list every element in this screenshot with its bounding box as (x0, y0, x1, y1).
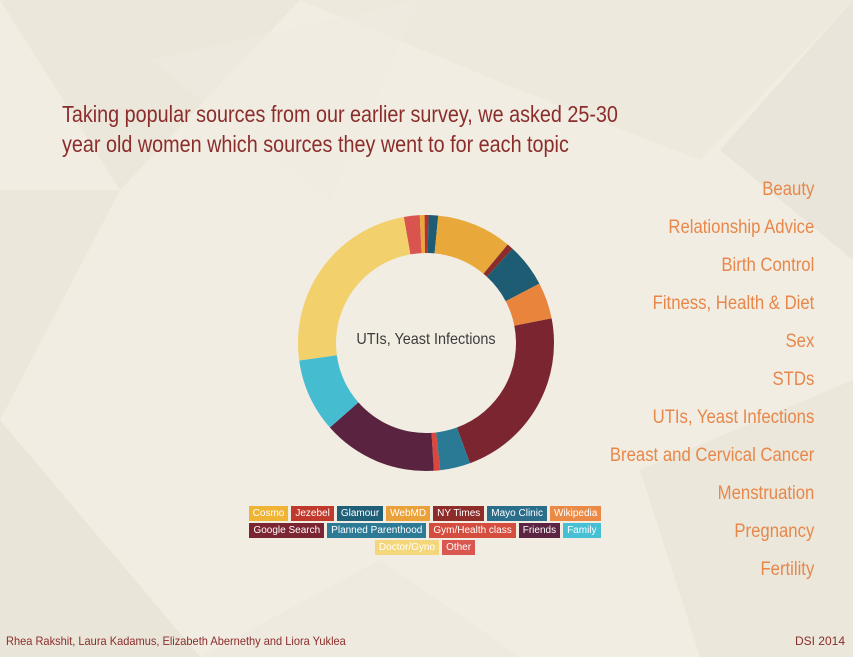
donut-slice-ny-times[interactable] (483, 244, 513, 277)
donut-slice-webmd[interactable] (434, 215, 508, 274)
legend-item-jezebel[interactable]: Jezebel (291, 506, 334, 521)
topic-relationship-advice[interactable]: Relationship Advice (668, 217, 814, 238)
donut-slice-family[interactable] (299, 355, 359, 428)
legend-row: Google Search Planned Parenthood Gym/Healt… (245, 523, 605, 538)
donut-slice-cosmo[interactable] (419, 215, 425, 254)
legend-item-wikipedia[interactable]: Wikipedia (549, 506, 602, 521)
chart-legend: Cosmo Jezebel Glamour WebMD NY Times Mayo Cli… (245, 506, 605, 557)
legend-item-friends[interactable]: Friends (518, 523, 561, 538)
topic-stds[interactable]: STDs (772, 369, 814, 390)
legend-item-webmd[interactable]: WebMD (386, 506, 431, 521)
topic-menstruation[interactable]: Menstruation (717, 483, 814, 504)
legend-item-doctor-gyno[interactable]: Doctor/Gyno (374, 540, 440, 555)
topic-pregnancy[interactable]: Pregnancy (734, 521, 814, 542)
topic-sex[interactable]: Sex (785, 331, 814, 352)
topic-beauty[interactable]: Beauty (761, 179, 814, 200)
chart-center-label: UTIs, Yeast Infections (356, 331, 496, 348)
topic-list: Beauty Relationship Advice Birth Control… (582, 176, 814, 594)
legend-item-other[interactable]: Other (442, 540, 476, 555)
topic-fitness-health-diet[interactable]: Fitness, Health & Diet (652, 293, 814, 314)
topic-fertility[interactable]: Fertility (760, 559, 814, 580)
legend-item-family[interactable]: Family (563, 523, 601, 538)
topic-breast-cervical-cancer[interactable]: Breast and Cervical Cancer (609, 445, 814, 466)
legend-item-mayo-clinic[interactable]: Mayo Clinic (487, 506, 547, 521)
donut-slice-jezebel[interactable] (424, 215, 429, 254)
page-title: Taking popular sources from our earlier … (62, 101, 618, 157)
legend-item-cosmo[interactable]: Cosmo (248, 506, 289, 521)
donut-slice-gym-health-class[interactable] (431, 432, 441, 471)
topic-utis-yeast-infections[interactable]: UTIs, Yeast Infections (652, 407, 814, 428)
legend-item-ny-times[interactable]: NY Times (433, 506, 485, 521)
legend-item-glamour[interactable]: Glamour (336, 506, 384, 521)
legend-row: Doctor/Gyno Other (245, 540, 605, 555)
footer-tag: DSI 2014 (794, 634, 845, 648)
donut-slice-doctor-gyno[interactable] (298, 216, 411, 361)
authors-credit: Rhea Rakshit, Laura Kadamus, Elizabeth A… (6, 634, 346, 648)
legend-item-gym-health-class[interactable]: Gym/Health class (429, 523, 516, 538)
legend-item-google-search[interactable]: Google Search (249, 523, 325, 538)
legend-item-planned-parenthood[interactable]: Planned Parenthood (327, 523, 427, 538)
donut-slice-google-search[interactable] (456, 318, 554, 464)
donut-slice-glamour[interactable] (427, 215, 439, 254)
donut-slice-other[interactable] (403, 215, 422, 255)
donut-slice-friends[interactable] (329, 402, 434, 471)
donut-slice-wikipedia[interactable] (505, 283, 552, 326)
legend-row: Cosmo Jezebel Glamour WebMD NY Times Mayo Cli… (245, 506, 605, 521)
topic-birth-control[interactable]: Birth Control (721, 255, 814, 276)
donut-slice-planned-parenthood[interactable] (436, 427, 470, 471)
donut-chart (298, 215, 554, 471)
donut-slice-mayo-clinic[interactable] (486, 248, 540, 302)
